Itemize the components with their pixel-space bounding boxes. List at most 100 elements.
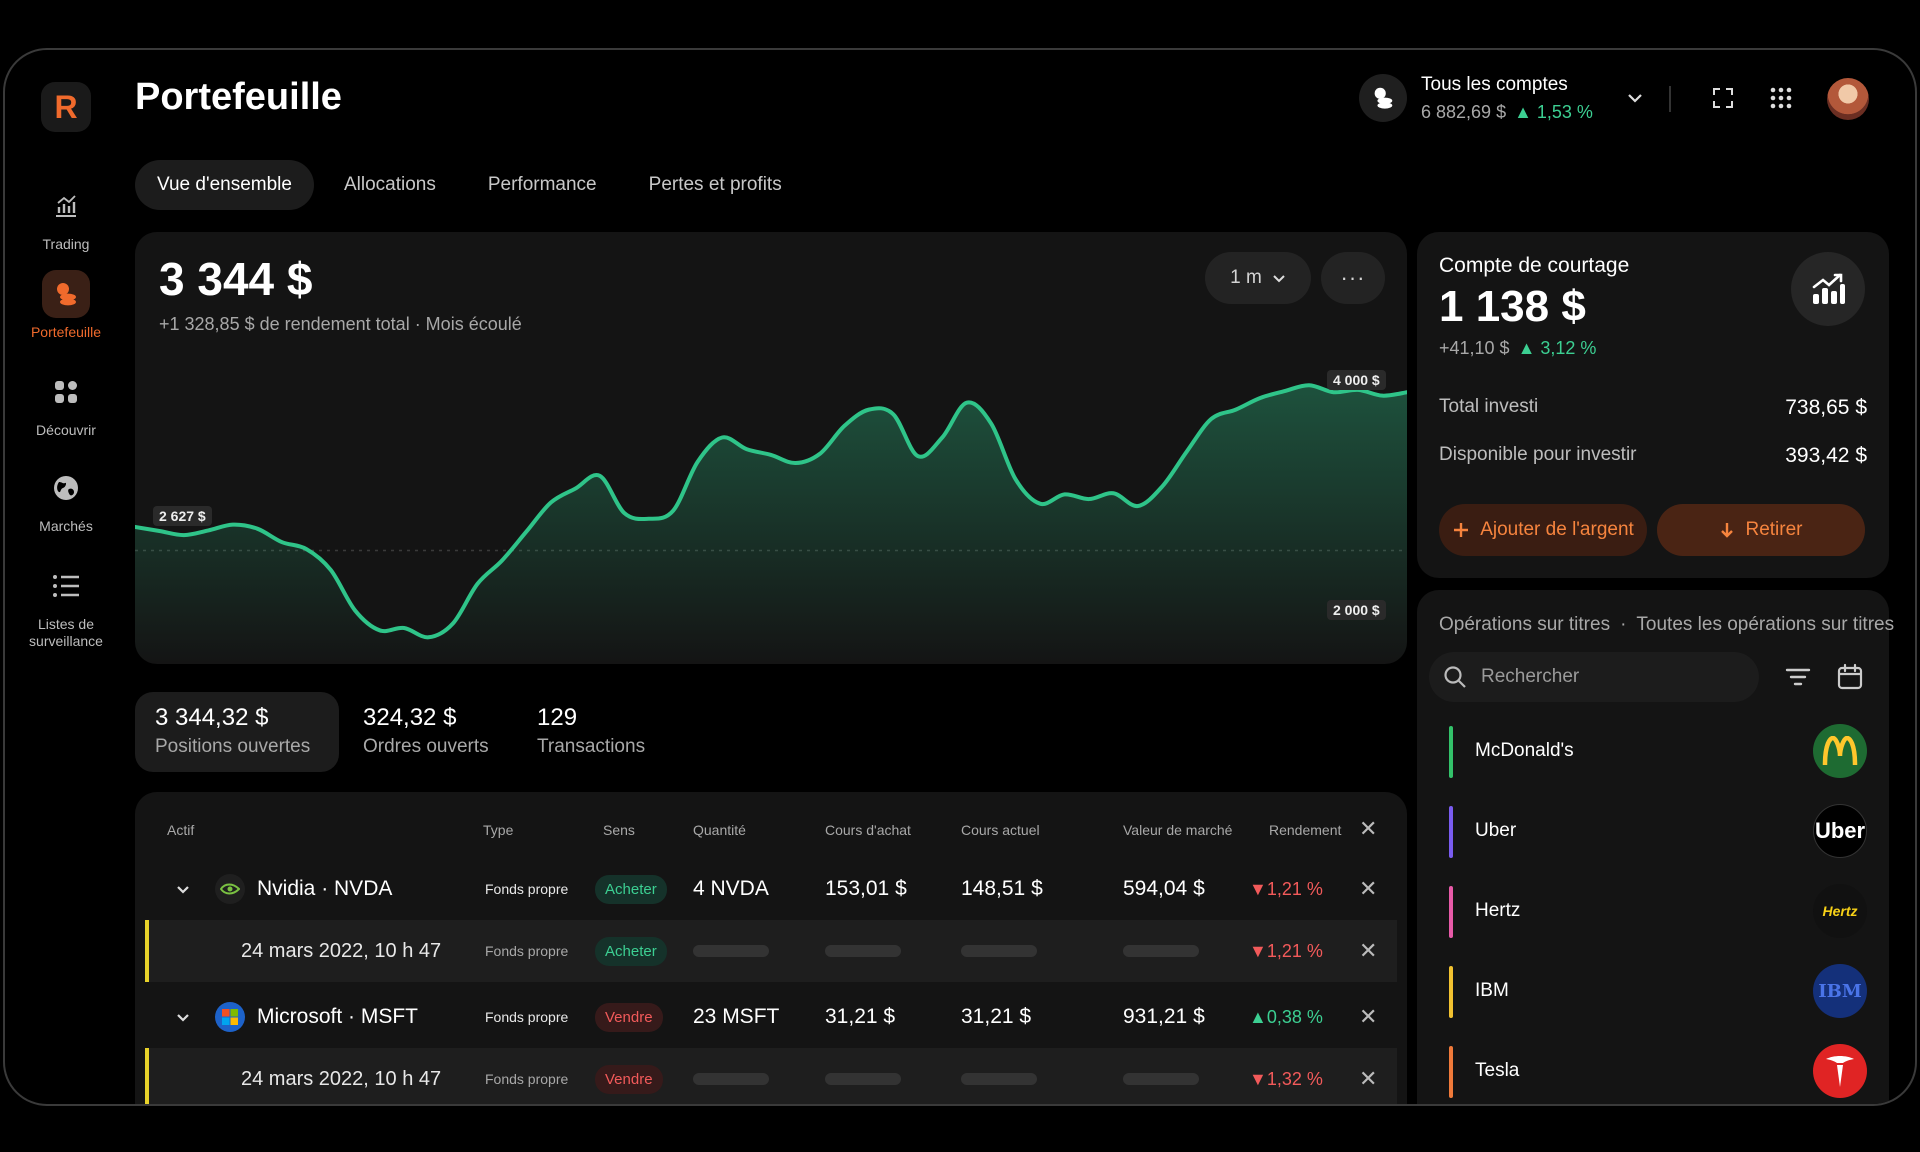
side-cell: Acheter [595,858,667,920]
asset-name: Microsoft · MSFT [257,1005,418,1028]
stat-value: 129 [537,704,578,731]
table-row[interactable]: Nvidia · NVDA Fonds propre Acheter 4 NVD… [145,858,1397,920]
asset-cell: Nvidia · NVDA [215,858,392,920]
account-change: ▲ 1,53 % [1514,102,1593,122]
total-invested-value: 738,65 $ [1785,396,1867,419]
company-name: Tesla [1475,1060,1520,1081]
sidebar-item-portfolio[interactable]: Portefeuille [5,270,127,340]
fullscreen-button[interactable] [1705,80,1741,116]
table-row[interactable]: 24 mars 2022, 10 h 47 Fonds propre Achet… [145,920,1397,982]
app-logo[interactable]: R [41,82,91,132]
all-corporate-actions-link[interactable]: Toutes les opérations sur titres [1636,614,1895,635]
apps-button[interactable] [1763,80,1799,116]
side-cell: Vendre [595,1048,663,1104]
withdraw-button[interactable]: Retirer [1657,504,1865,556]
corporate-actions-title[interactable]: Opérations sur titres [1439,614,1611,635]
expand-row-button[interactable] [173,986,193,1048]
quantity-cell: 4 NVDA [693,877,769,900]
period-selector[interactable]: 1 m [1205,252,1311,304]
stat-open-orders[interactable]: 324,32 $ Ordres ouverts [343,692,509,772]
placeholder-cell [693,920,769,982]
list-item[interactable]: Tesla [1439,1042,1867,1102]
column-header: Valeur de marché [1123,822,1233,838]
calendar-button[interactable] [1831,658,1869,696]
brokerage-change-pct: ▲ 3,12 % [1517,338,1597,358]
brokerage-account-card: Compte de courtage 1 138 $ +41,10 $ ▲ 3,1… [1417,232,1889,578]
type-cell: Fonds propre [485,881,569,897]
sidebar-item-label: Découvrir [36,422,96,438]
sidebar-item-label: Listes de surveillance [29,616,103,649]
close-position-button[interactable]: ✕ [1359,876,1378,901]
stat-label: Ordres ouverts [363,736,489,757]
close-columns-button[interactable]: ✕ [1359,816,1378,841]
loading-placeholder [693,945,769,957]
side-badge: Acheter [595,874,667,904]
table-row[interactable]: Microsoft · MSFT Fonds propre Vendre 23 … [145,986,1397,1048]
company-name: McDonald's [1475,740,1574,761]
y-label-top: 4 000 $ [1327,370,1386,390]
expand-row-button[interactable] [173,858,193,920]
tab-performance[interactable]: Performance [487,174,597,195]
loading-placeholder [825,1073,901,1085]
placeholder-cell [825,920,901,982]
close-position-button[interactable]: ✕ [1359,1004,1378,1029]
row-marker [145,920,149,982]
more-options-button[interactable]: ··· [1321,252,1385,304]
nvidia-logo-icon [215,874,245,904]
uber-logo-icon: Uber [1813,804,1867,858]
stat-transactions[interactable]: 129 Transactions [517,692,665,772]
sidebar-item-watchlists[interactable]: Listes de surveillance [5,562,127,650]
list-icon [42,562,90,610]
avatar[interactable] [1827,78,1869,120]
sidebar-item-label: Trading [42,236,90,252]
column-header: Rendement [1269,822,1342,838]
account-dropdown-button[interactable] [1617,80,1653,116]
list-item[interactable]: IBM IBM [1439,962,1867,1022]
tab-overview[interactable]: Vue d'ensemble [135,160,314,210]
close-position-button[interactable]: ✕ [1359,938,1378,963]
tab-profit-loss[interactable]: Pertes et profits [648,174,782,195]
chevron-down-icon [177,886,189,894]
placeholder-cell [825,1048,901,1104]
portfolio-chart-card: 3 344 $ +1 328,85 $ de rendement total ·… [135,232,1407,664]
placeholder-cell [961,1048,1037,1104]
quantity-cell: 23 MSFT [693,1005,780,1028]
sidebar-item-trading[interactable]: Trading [5,182,127,252]
column-header: Actif [167,822,195,838]
brokerage-title: Compte de courtage [1439,254,1630,277]
chart-area [135,385,1407,664]
account-selector-value: 6 882,69 $ ▲ 1,53 % [1421,102,1593,123]
add-money-button[interactable]: Ajouter de l'argent [1439,504,1647,556]
growth-chart-button[interactable] [1791,252,1865,326]
y-label-baseline: 2 627 $ [153,506,212,526]
account-selector-name[interactable]: Tous les comptes [1421,74,1568,95]
stat-label: Positions ouvertes [155,736,311,757]
search-input[interactable] [1481,666,1731,688]
corporate-actions-header: Opérations sur titres · Toutes les opérati… [1439,614,1894,636]
brokerage-change-abs: +41,10 $ [1439,338,1510,358]
market-value-cell: 594,04 $ [1123,877,1205,900]
side-badge: Acheter [595,936,667,966]
table-row[interactable]: 24 mars 2022, 10 h 47 Fonds propre Vendr… [145,1048,1397,1104]
placeholder-cell [1123,1048,1199,1104]
brokerage-change: +41,10 $ ▲ 3,12 % [1439,338,1596,359]
add-money-label: Ajouter de l'argent [1480,519,1634,540]
list-item[interactable]: Uber Uber [1439,802,1867,862]
row-marker [145,1048,149,1104]
filter-button[interactable] [1779,658,1817,696]
column-header: Cours d'achat [825,822,911,838]
stat-open-positions[interactable]: 3 344,32 $ Positions ouvertes [135,692,339,772]
date-cell: 24 mars 2022, 10 h 47 [241,939,442,962]
search-bar [1429,652,1759,702]
list-item[interactable]: Hertz Hertz [1439,882,1867,942]
sidebar-item-label: Portefeuille [30,324,102,340]
available-label: Disponible pour investir [1439,444,1637,465]
sidebar-item-discover[interactable]: Découvrir [5,368,127,438]
tab-allocations[interactable]: Allocations [343,174,436,195]
list-item[interactable]: McDonald's [1439,722,1867,782]
close-position-button[interactable]: ✕ [1359,1066,1378,1091]
stat-label: Transactions [537,736,646,757]
apps-grid-icon [1770,87,1792,109]
sidebar-item-label: Marchés [39,518,93,534]
sidebar-item-markets[interactable]: Marchés [5,464,127,534]
